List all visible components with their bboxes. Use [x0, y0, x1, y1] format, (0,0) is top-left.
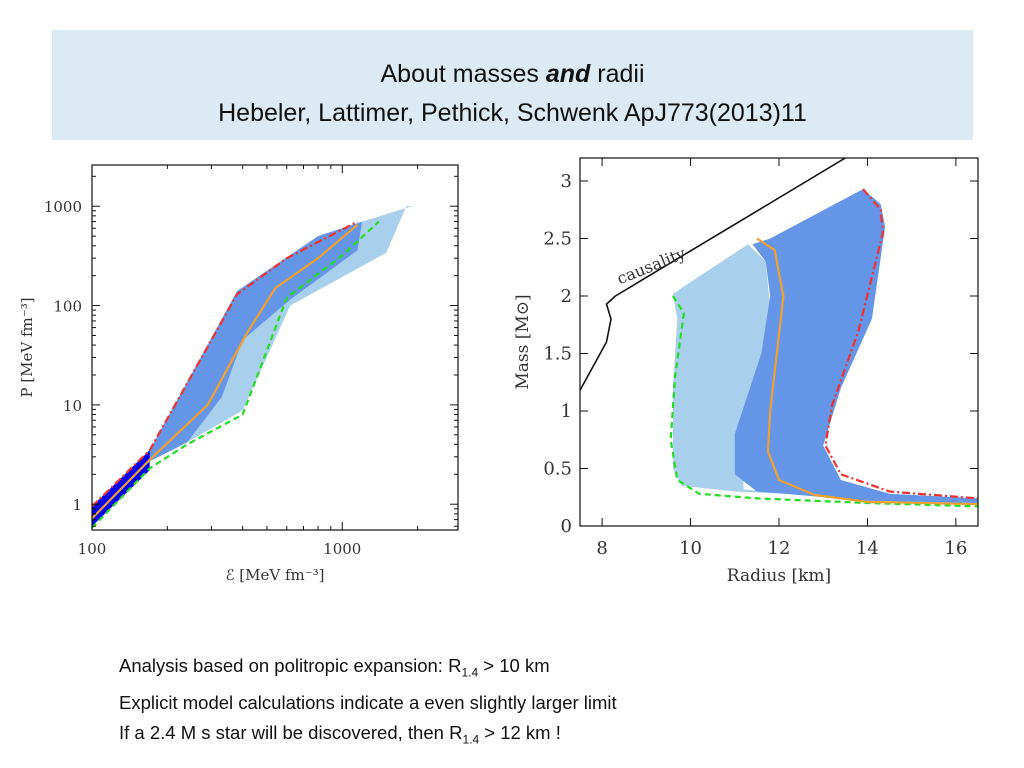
- eos-chart-x-tick-label: 1000: [323, 540, 361, 558]
- note-line-3: If a 2.4 M s star will be discovered, th…: [119, 718, 617, 755]
- mr-chart-y-axis-label: Mass [M⊙]: [513, 294, 533, 389]
- mr-chart-y-tick-label: 0.5: [543, 459, 572, 480]
- mr-chart-x-axis-label: Radius [km]: [727, 566, 831, 586]
- mr-chart-x-tick-label: 16: [944, 538, 967, 559]
- note-line-1: Analysis based on politropic expansion: …: [119, 651, 617, 688]
- title-prefix: About masses: [380, 60, 546, 88]
- mr-chart-central-series: [756, 237, 978, 506]
- note-3-sub: 1.4: [462, 732, 480, 747]
- mr-chart-x-tick-label: 8: [596, 538, 607, 559]
- eos-chart-y-tick-label: 10: [63, 397, 82, 415]
- title-suffix: radii: [590, 60, 645, 88]
- eos-chart-y-tick-label: 1: [72, 496, 82, 514]
- slide-subtitle: Hebeler, Lattimer, Pethick, Schwenk ApJ7…: [218, 99, 807, 127]
- mr-chart-y-tick-label: 0: [561, 516, 572, 537]
- note-1-tail: > 10 km: [478, 655, 550, 676]
- mr-chart-causality-series: [580, 158, 846, 391]
- mr-chart-y-tick-label: 2.5: [543, 229, 572, 250]
- eos-chart-frame: [91, 164, 459, 531]
- mr-chart-x-tick-label: 10: [679, 538, 702, 559]
- eos-chart-central-series: [92, 223, 359, 520]
- mr-chart-y-tick-label: 2: [561, 286, 572, 307]
- note-3-text: If a 2.4 M s star will be discovered, th…: [119, 721, 463, 743]
- title-emphasis: and: [545, 60, 591, 88]
- mr-chart-x-tick-label: 12: [768, 538, 791, 559]
- mr-chart-medium-band-series: [734, 189, 978, 503]
- mr-chart-stiff-dashed-series: [669, 295, 978, 508]
- eos-chart-x-tick-label: 100: [78, 540, 107, 558]
- mr-chart-y-tick-label: 1: [561, 401, 572, 422]
- title-box: About masses and radii Hebeler, Lattimer…: [52, 30, 973, 140]
- eos-chart-y-tick-label: 1000: [44, 198, 82, 216]
- eos-chart-plot-area: [92, 206, 412, 529]
- eos-chart-soft-dash-dot-series: [92, 220, 359, 508]
- mr-chart-soft-dash-dot-series: [824, 188, 978, 500]
- causality-annotation: causality: [614, 244, 688, 289]
- notes: Analysis based on politropic expansion: …: [119, 651, 617, 754]
- eos-chart-y-axis-label: P [MeV fm⁻³]: [18, 297, 36, 397]
- note-1-text: Analysis based on politropic expansion: …: [119, 655, 462, 676]
- mr-chart-y-tick-label: 3: [561, 171, 572, 192]
- eos-chart-y-tick-label: 100: [53, 298, 82, 316]
- note-line-2: Explicit model calculations indicate a e…: [119, 691, 617, 713]
- note-3-tail: > 12 km !: [479, 721, 561, 743]
- eos-chart-x-axis-label: ℰ [MeV fm⁻³]: [225, 566, 324, 584]
- slide-title: About masses and radii: [52, 60, 973, 89]
- mr-chart-plot-area: [580, 158, 978, 508]
- mr-chart-x-tick-label: 14: [856, 538, 879, 559]
- note-1-sub: 1.4: [461, 665, 479, 680]
- eos-chart-stiff-dashed-series: [92, 220, 380, 529]
- mr-chart-y-tick-label: 1.5: [543, 344, 572, 365]
